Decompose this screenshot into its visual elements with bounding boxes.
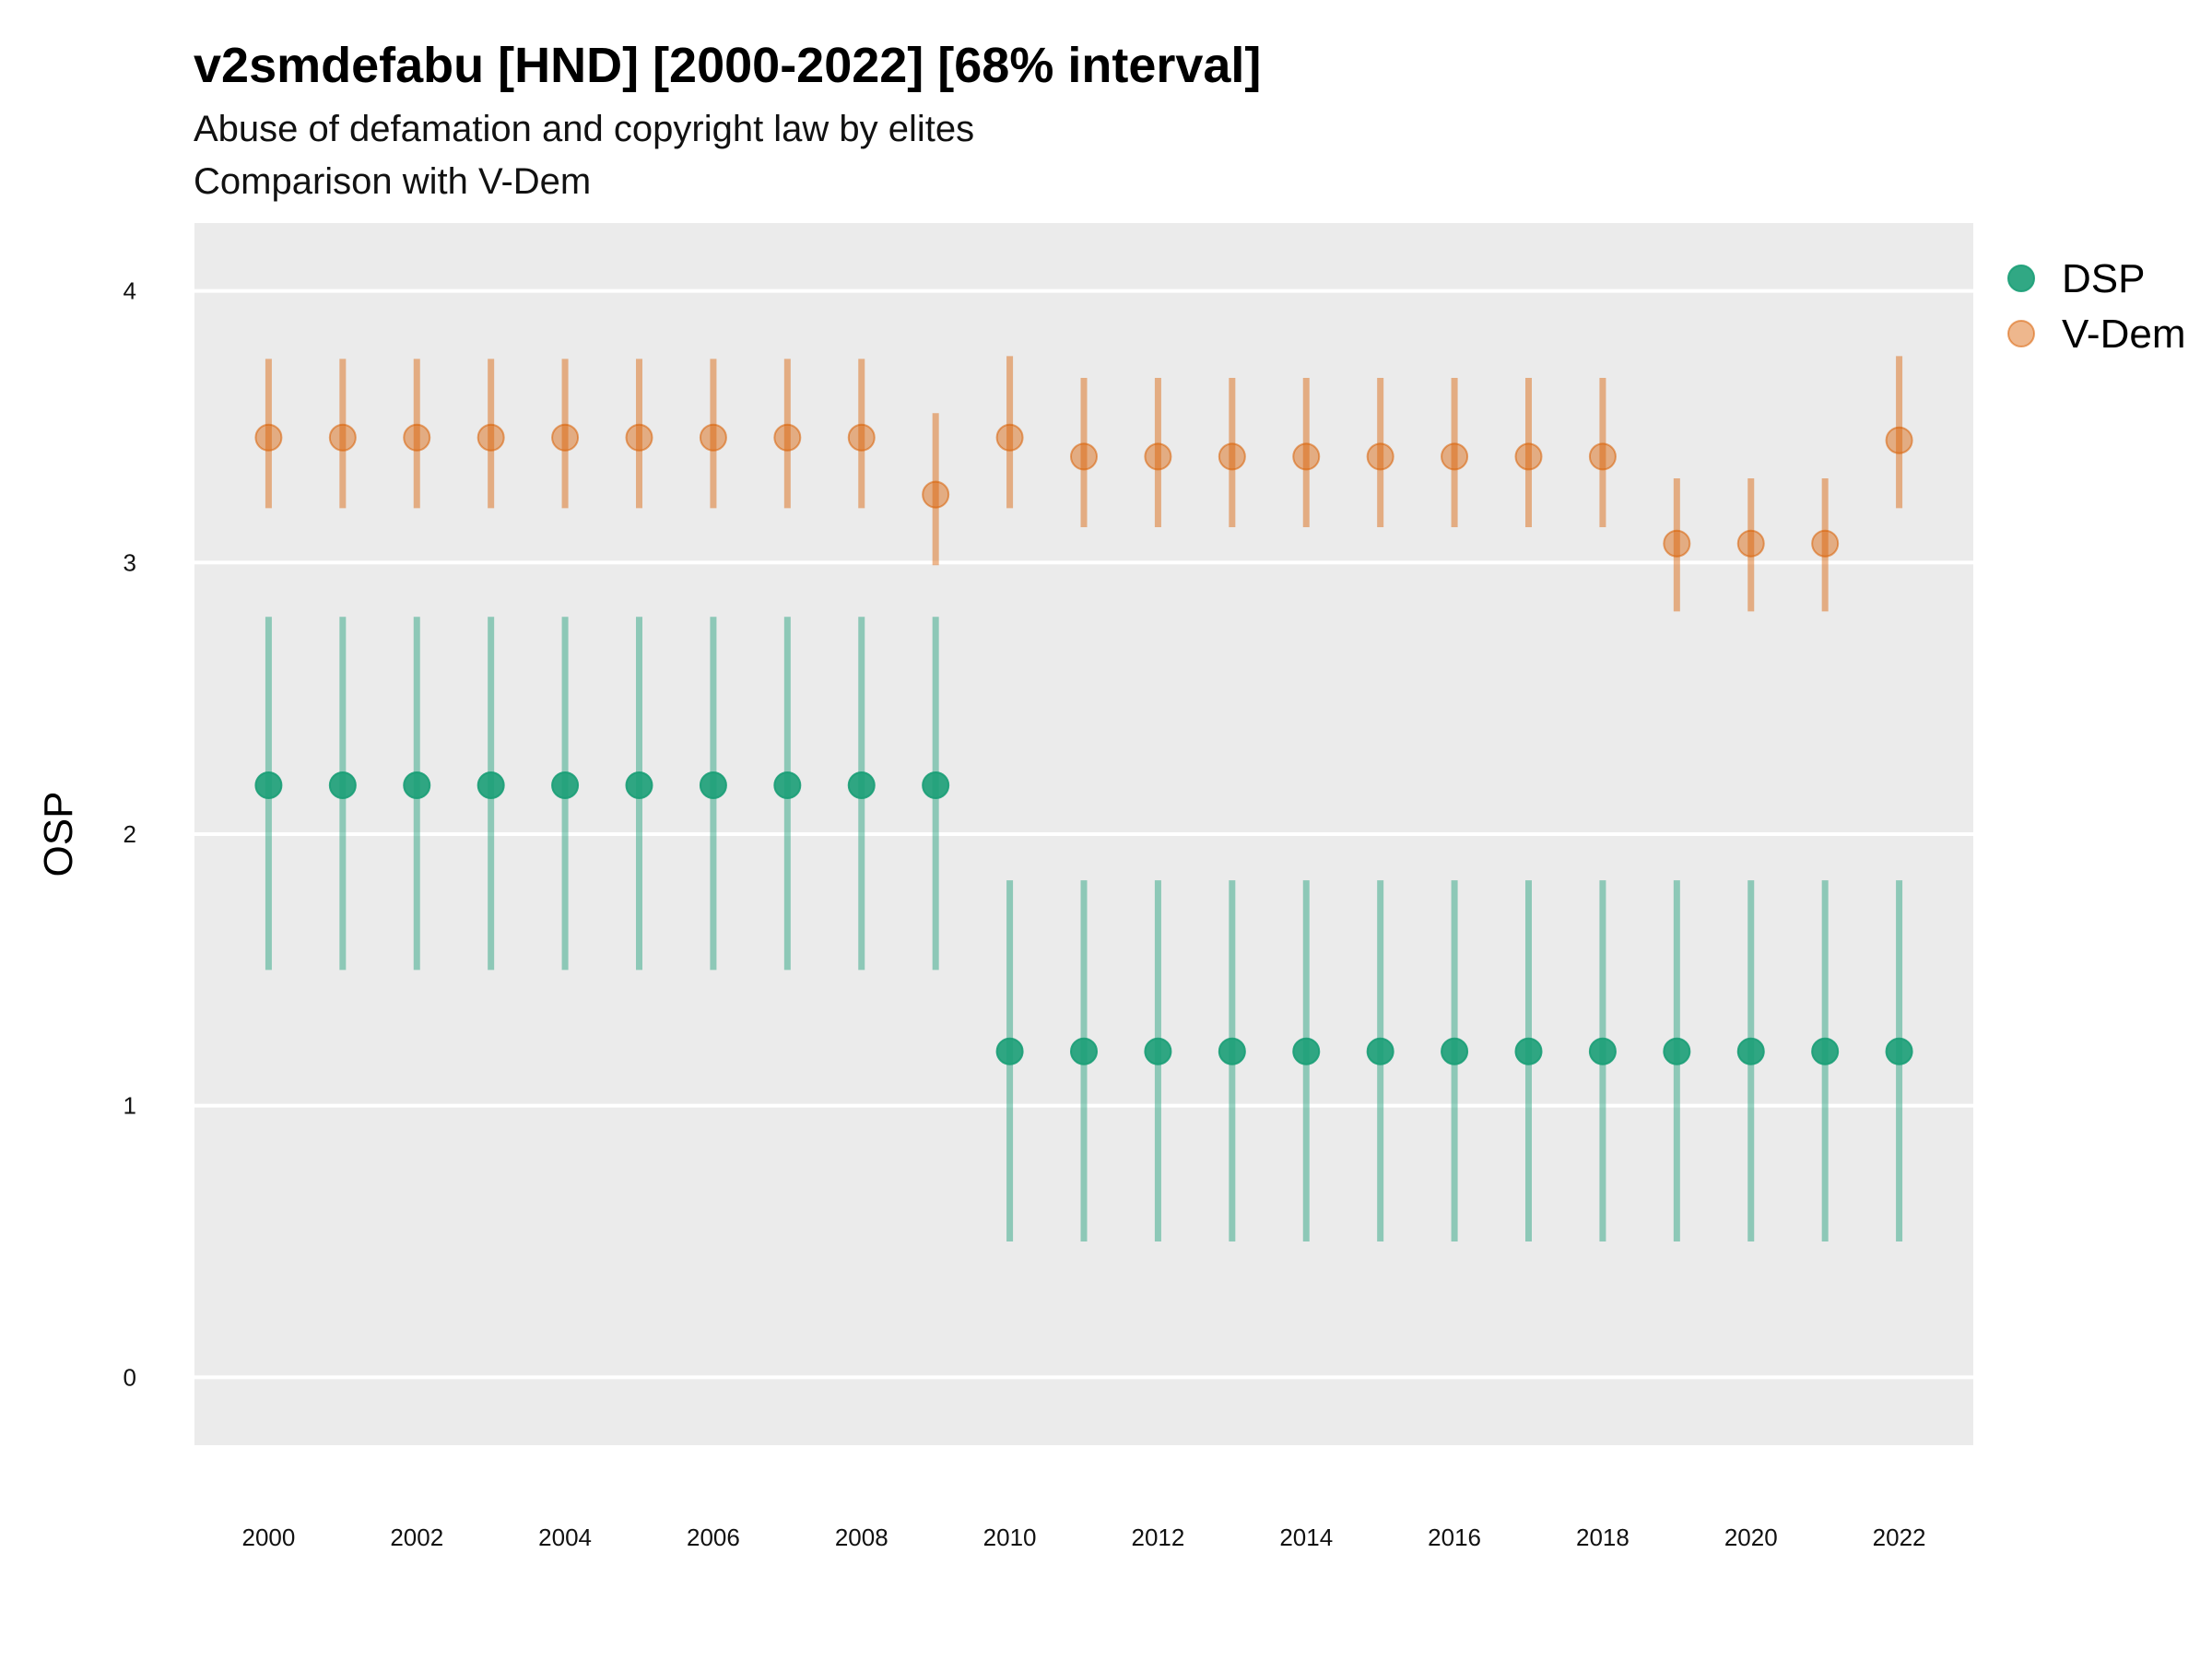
data-point xyxy=(1292,1037,1321,1065)
data-point xyxy=(477,771,505,799)
data-point xyxy=(1588,1037,1617,1065)
data-point xyxy=(1663,529,1691,558)
x-tick-label: 2004 xyxy=(538,1524,592,1551)
y-tick-label: 3 xyxy=(124,548,136,576)
data-point xyxy=(773,423,802,452)
x-tick-label: 2006 xyxy=(687,1524,740,1551)
data-point xyxy=(1218,442,1246,471)
data-point xyxy=(1811,1037,1840,1065)
series-dsp xyxy=(254,617,1913,1241)
data-point xyxy=(328,423,357,452)
x-tick-label: 2002 xyxy=(390,1524,443,1551)
x-tick-label: 2000 xyxy=(241,1524,295,1551)
x-tick-label: 2016 xyxy=(1428,1524,1481,1551)
data-point xyxy=(254,771,283,799)
y-axis-tick-labels: 0 1 2 3 4 xyxy=(124,277,136,1392)
data-point xyxy=(551,771,580,799)
data-point xyxy=(625,423,653,452)
x-axis-tick-labels: 2000 2002 2004 2006 2008 2010 2012 2014 2016 2018… xyxy=(241,1524,1925,1551)
data-point xyxy=(1885,1037,1913,1065)
x-tick-label: 2012 xyxy=(1131,1524,1184,1551)
data-point xyxy=(847,771,876,799)
y-axis-title: OSP xyxy=(36,792,81,877)
chart-title: v2smdefabu [HND] [2000-2022] [68% interv… xyxy=(194,38,1262,93)
data-point xyxy=(1663,1037,1691,1065)
data-point xyxy=(328,771,357,799)
x-tick-label: 2010 xyxy=(983,1524,1037,1551)
legend-marker xyxy=(2007,320,2035,347)
legend-marker xyxy=(2007,265,2035,292)
data-point xyxy=(1070,1037,1098,1065)
chart-subtitle-comparison: Comparison with V-Dem xyxy=(194,161,592,202)
data-point xyxy=(403,423,431,452)
data-point xyxy=(773,771,802,799)
data-point xyxy=(1736,1037,1765,1065)
y-tick-label: 2 xyxy=(124,820,136,848)
data-point xyxy=(1070,442,1098,471)
data-point xyxy=(1366,442,1394,471)
x-tick-label: 2020 xyxy=(1724,1524,1778,1551)
data-point xyxy=(1144,1037,1172,1065)
data-point xyxy=(1144,442,1172,471)
data-point xyxy=(1441,442,1469,471)
y-tick-label: 1 xyxy=(124,1092,136,1120)
x-tick-label: 2008 xyxy=(835,1524,888,1551)
x-tick-label: 2014 xyxy=(1279,1524,1333,1551)
data-point xyxy=(1514,442,1543,471)
series-v-dem xyxy=(254,356,1913,612)
data-point xyxy=(477,423,505,452)
data-point xyxy=(1218,1037,1246,1065)
data-point xyxy=(1292,442,1321,471)
data-point xyxy=(995,423,1024,452)
data-point xyxy=(922,771,950,799)
legend: DSP V-Dem xyxy=(2007,256,2185,357)
data-point xyxy=(847,423,876,452)
data-point xyxy=(1366,1037,1394,1065)
data-point xyxy=(1588,442,1617,471)
data-point xyxy=(551,423,580,452)
data-point xyxy=(995,1037,1024,1065)
gridlines xyxy=(194,288,1973,1380)
data-point xyxy=(1811,529,1840,558)
y-tick-label: 0 xyxy=(124,1363,136,1391)
legend-label: DSP xyxy=(2062,256,2145,301)
data-point xyxy=(403,771,431,799)
data-point xyxy=(625,771,653,799)
x-tick-label: 2018 xyxy=(1576,1524,1630,1551)
data-point xyxy=(922,480,950,509)
x-tick-label: 2022 xyxy=(1873,1524,1926,1551)
chart-marks xyxy=(254,356,1913,1241)
data-point xyxy=(699,771,727,799)
data-point xyxy=(699,423,727,452)
data-point xyxy=(1885,426,1913,454)
legend-label: V-Dem xyxy=(2062,312,2185,357)
y-tick-label: 4 xyxy=(124,277,136,305)
chart-subtitle: Abuse of defamation and copyright law by… xyxy=(194,109,975,149)
data-point xyxy=(254,423,283,452)
data-point xyxy=(1441,1037,1469,1065)
data-point xyxy=(1736,529,1765,558)
data-point xyxy=(1514,1037,1543,1065)
